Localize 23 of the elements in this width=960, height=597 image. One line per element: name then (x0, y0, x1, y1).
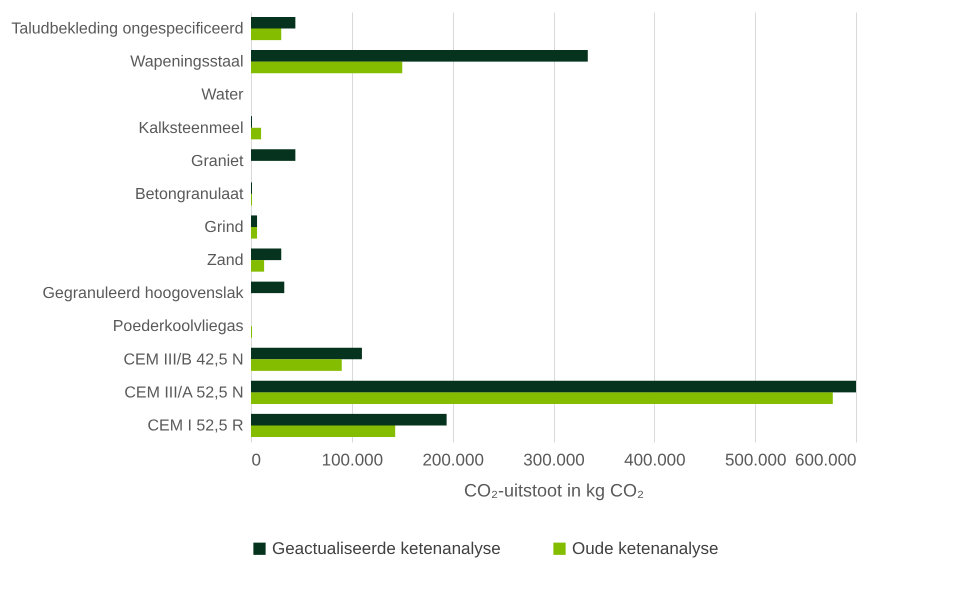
y-tick-label: Water (201, 86, 244, 104)
y-tick-label: CEM III/B 42,5 N (123, 351, 244, 368)
y-tick-label: Graniet (191, 152, 244, 170)
legend-label: Oude ketenanalyse (572, 538, 718, 558)
y-tick-label: Betongranulaat (134, 186, 244, 203)
y-tick-label: Grind (204, 219, 244, 236)
x-tick-label: 0 (252, 450, 261, 470)
x-tick-label: 400.000 (624, 450, 686, 470)
y-tick-label: Zand (207, 252, 244, 270)
y-tick-label: Kalksteenmeel (138, 120, 244, 137)
x-tick-label: 600.000 (795, 450, 856, 470)
x-tick-label: 500.000 (724, 450, 786, 470)
y-tick-label: CEM I 52,5 R (147, 417, 244, 434)
y-tick-label: Wapeningsstaal (130, 54, 244, 71)
x-tick-label: 200.000 (422, 450, 484, 470)
legend-label: Geactualiseerde ketenanalyse (272, 538, 501, 558)
y-tick-label: Poederkoolvliegas (112, 318, 244, 336)
y-tick-label: CEM III/A 52,5 N (124, 384, 244, 402)
y-tick-label: Taludbekleding ongespecificeerd (11, 20, 244, 38)
x-tick-label: 100.000 (322, 450, 384, 470)
y-tick-label: Gegranuleerd hoogovenslak (42, 285, 244, 302)
x-axis-title: CO₂-uitstoot in kg CO₂ (464, 480, 644, 500)
x-tick-label: 300.000 (523, 450, 585, 470)
